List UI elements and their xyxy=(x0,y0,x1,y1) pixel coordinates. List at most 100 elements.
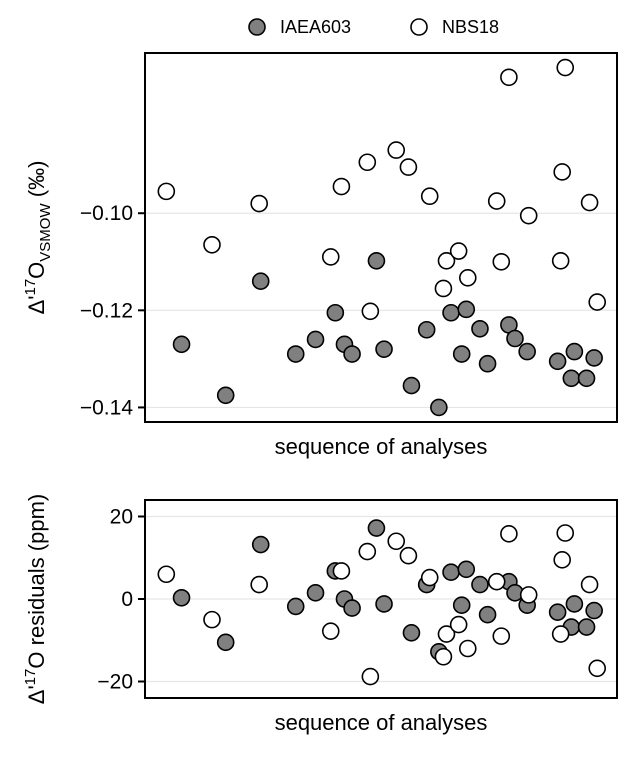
point-nbs18 xyxy=(332,177,351,196)
point-nbs18 xyxy=(487,192,506,210)
point-iaea603 xyxy=(565,342,584,361)
point-nbs18 xyxy=(157,182,176,201)
point-nbs18 xyxy=(588,293,607,311)
point-nbs18 xyxy=(487,572,506,591)
y-tick-label: −0.12 xyxy=(80,299,133,322)
point-nbs18 xyxy=(551,625,570,643)
point-nbs18 xyxy=(553,551,571,569)
y-axis-label: Δ'17O residuals (ppm) xyxy=(22,494,49,704)
point-nbs18 xyxy=(519,206,538,225)
y-tick-label: −0.14 xyxy=(80,396,133,419)
point-iaea603 xyxy=(548,352,567,371)
legend-label-iaea603: IAEA603 xyxy=(280,17,351,37)
legend-label-nbs18: NBS18 xyxy=(442,17,499,37)
point-nbs18 xyxy=(420,568,439,587)
point-iaea603 xyxy=(562,369,581,388)
point-iaea603 xyxy=(251,272,270,290)
point-nbs18 xyxy=(588,659,607,678)
point-nbs18 xyxy=(580,193,599,212)
point-iaea603 xyxy=(367,252,386,270)
point-nbs18 xyxy=(332,562,351,580)
point-nbs18 xyxy=(553,163,571,181)
point-nbs18 xyxy=(492,252,511,271)
y-axis-label: Δ'17OVSMOW (‰) xyxy=(22,161,54,315)
point-iaea603 xyxy=(577,369,596,388)
point-iaea603 xyxy=(251,535,270,554)
point-iaea603 xyxy=(506,329,524,348)
point-iaea603 xyxy=(286,597,305,616)
point-nbs18 xyxy=(157,565,176,584)
x-axis-label: sequence of analyses xyxy=(275,710,488,735)
point-iaea603 xyxy=(216,633,235,652)
point-iaea603 xyxy=(172,588,191,607)
point-iaea603 xyxy=(306,330,325,349)
point-nbs18 xyxy=(492,627,511,645)
point-iaea603 xyxy=(375,595,393,613)
point-iaea603 xyxy=(216,386,235,405)
point-iaea603 xyxy=(565,595,584,613)
point-nbs18 xyxy=(449,615,468,634)
y-tick-label: 20 xyxy=(110,506,133,529)
point-nbs18 xyxy=(580,575,599,594)
x-axis-label: sequence of analyses xyxy=(275,434,488,459)
point-iaea603 xyxy=(367,519,386,537)
point-nbs18 xyxy=(500,525,518,543)
point-iaea603 xyxy=(457,300,476,319)
point-nbs18 xyxy=(321,622,340,640)
point-nbs18 xyxy=(556,524,575,542)
point-nbs18 xyxy=(556,58,575,77)
legend-marker-nbs18 xyxy=(410,18,428,36)
point-iaea603 xyxy=(172,335,191,354)
point-iaea603 xyxy=(286,345,305,363)
point-iaea603 xyxy=(478,605,497,624)
point-iaea603 xyxy=(343,345,361,363)
point-nbs18 xyxy=(399,158,418,176)
legend: IAEA603 NBS18 xyxy=(248,17,499,37)
point-iaea603 xyxy=(518,342,536,361)
point-nbs18 xyxy=(420,187,439,206)
point-nbs18 xyxy=(387,532,406,551)
point-nbs18 xyxy=(458,268,477,287)
point-nbs18 xyxy=(250,575,268,594)
point-iaea603 xyxy=(430,398,448,417)
point-iaea603 xyxy=(471,319,489,338)
point-nbs18 xyxy=(361,302,380,321)
point-nbs18 xyxy=(551,252,570,270)
point-nbs18 xyxy=(203,610,221,629)
point-nbs18 xyxy=(434,647,453,666)
point-iaea603 xyxy=(343,599,361,617)
point-iaea603 xyxy=(417,320,436,339)
point-nbs18 xyxy=(358,542,377,561)
point-iaea603 xyxy=(442,563,460,581)
point-nbs18 xyxy=(434,279,453,298)
point-iaea603 xyxy=(452,596,471,614)
point-nbs18 xyxy=(458,639,477,658)
point-nbs18 xyxy=(387,141,406,159)
point-iaea603 xyxy=(478,354,497,373)
point-iaea603 xyxy=(306,584,325,602)
y-tick-label: −0.10 xyxy=(80,202,133,225)
point-nbs18 xyxy=(399,546,418,565)
point-nbs18 xyxy=(437,625,456,643)
point-iaea603 xyxy=(471,575,489,594)
top-panel: −0.10 −0.12 −0.14 sequence of analyses Δ'17O… xyxy=(22,52,618,459)
point-nbs18 xyxy=(250,194,268,213)
point-nbs18 xyxy=(519,586,538,604)
point-iaea603 xyxy=(326,303,345,322)
point-iaea603 xyxy=(585,349,603,367)
point-nbs18 xyxy=(358,153,377,172)
legend-marker-iaea603 xyxy=(248,18,266,36)
y-tick-label: −20 xyxy=(97,671,133,694)
point-iaea603 xyxy=(402,376,421,395)
point-iaea603 xyxy=(402,624,421,642)
point-nbs18 xyxy=(449,242,468,260)
bottom-panel: 20 0 −20 sequence of analyses Δ'17O residual… xyxy=(22,494,618,735)
y-tick-label: 0 xyxy=(121,588,133,611)
point-nbs18 xyxy=(321,248,340,266)
point-iaea603 xyxy=(577,618,596,636)
point-nbs18 xyxy=(437,252,456,270)
point-iaea603 xyxy=(585,601,603,620)
plot-frame xyxy=(144,52,618,423)
